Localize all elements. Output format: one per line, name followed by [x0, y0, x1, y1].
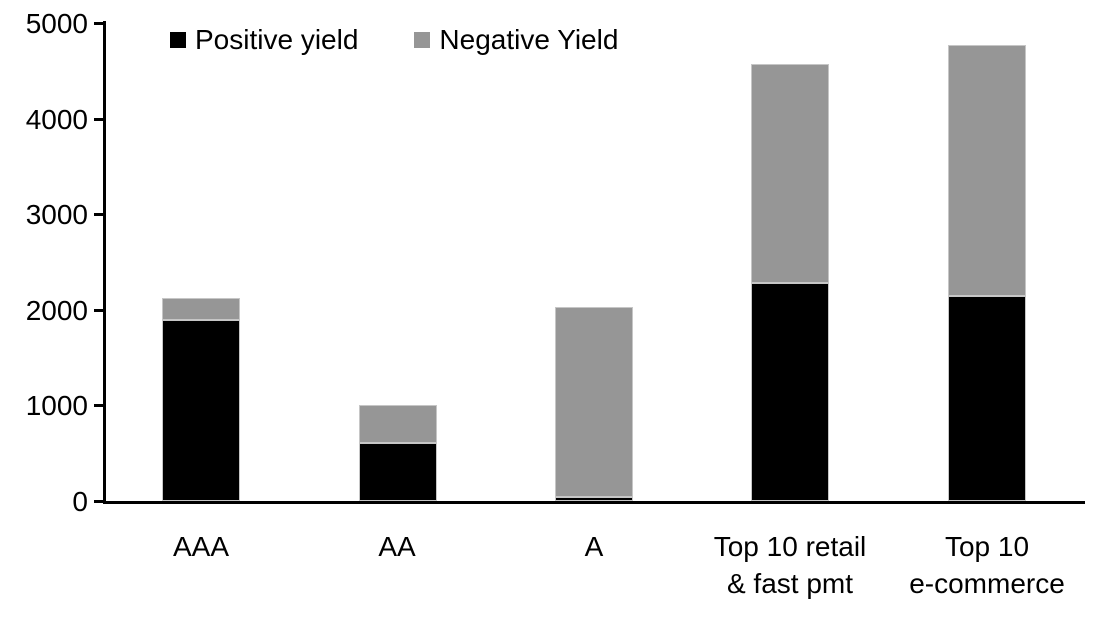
- legend-label-negative-yield: Negative Yield: [439, 24, 619, 55]
- legend-label-positive-yield: Positive yield: [195, 24, 359, 55]
- bar-segment-negative-yield-aaa: [162, 298, 240, 321]
- y-tick: [94, 117, 103, 121]
- y-tick: [94, 22, 103, 25]
- legend-item-positive-yield: Positive yield: [170, 24, 358, 56]
- y-tick: [94, 308, 103, 312]
- y-axis-tick-label: 0: [72, 486, 88, 517]
- x-axis-label: Top 10 e-commerce: [909, 531, 1065, 599]
- x-axis-label: Top 10 retail & fast pmt: [713, 531, 867, 599]
- y-axis-tick-label: 4000: [25, 103, 88, 135]
- bar-segment-negative-yield-top-10-retail: [751, 64, 829, 284]
- y-axis-tick-label: 1000: [25, 390, 88, 422]
- y-axis-tick-label: 5000: [25, 8, 88, 39]
- bar-segment-positive-yield-aa: [359, 442, 437, 501]
- y-axis-line: [103, 21, 106, 504]
- legend-swatch-negative-yield: [414, 32, 431, 48]
- bar-segment-positive-yield-a: [555, 497, 633, 501]
- bar-segment-negative-yield-a: [555, 306, 633, 498]
- y-axis-tick-label: 3000: [25, 199, 88, 231]
- legend: Positive yield Negative Yield: [170, 24, 618, 56]
- bar-segment-negative-yield-aa: [359, 405, 437, 443]
- x-axis-label: A: [584, 531, 604, 562]
- legend-swatch-positive-yield: [170, 32, 186, 48]
- bar-segment-negative-yield-top-10: [948, 44, 1026, 297]
- bar-segment-positive-yield-top-10-retail: [751, 283, 829, 501]
- x-axis-label: AA: [378, 531, 416, 562]
- y-axis-tick-label: 2000: [25, 294, 88, 326]
- legend-item-negative-yield: Negative Yield: [414, 24, 618, 56]
- y-tick: [94, 213, 103, 217]
- y-tick: [94, 500, 103, 503]
- bar-segment-positive-yield-aaa: [162, 320, 240, 501]
- x-axis-label: AAA: [172, 531, 230, 562]
- x-axis-line: [103, 501, 1085, 504]
- y-tick: [94, 404, 103, 408]
- bar-segment-positive-yield-top-10: [948, 296, 1026, 501]
